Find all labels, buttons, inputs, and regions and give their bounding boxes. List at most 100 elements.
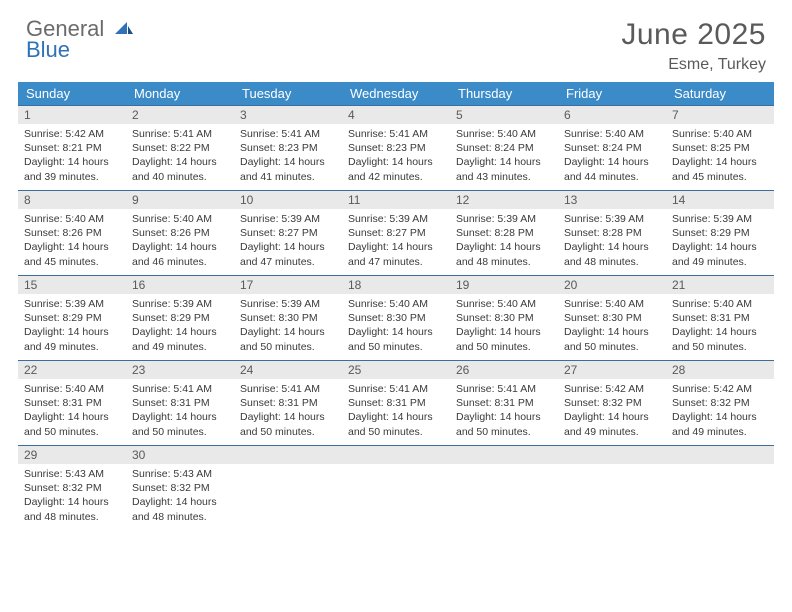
daylight-text-2: and 50 minutes. (240, 425, 336, 439)
day-number: 17 (234, 276, 342, 294)
day-cell: 10Sunrise: 5:39 AMSunset: 8:27 PMDayligh… (234, 191, 342, 275)
sunrise-text: Sunrise: 5:40 AM (24, 212, 120, 226)
day-cell (450, 446, 558, 530)
daylight-text-1: Daylight: 14 hours (348, 325, 444, 339)
weekday-wed: Wednesday (342, 82, 450, 105)
sunset-text: Sunset: 8:28 PM (564, 226, 660, 240)
day-details: Sunrise: 5:39 AMSunset: 8:29 PMDaylight:… (18, 294, 126, 360)
sunrise-text: Sunrise: 5:39 AM (240, 297, 336, 311)
daylight-text-1: Daylight: 14 hours (564, 325, 660, 339)
daylight-text-1: Daylight: 14 hours (240, 155, 336, 169)
calendar-body: 1Sunrise: 5:42 AMSunset: 8:21 PMDaylight… (18, 105, 774, 530)
daylight-text-1: Daylight: 14 hours (564, 155, 660, 169)
day-details (666, 464, 774, 473)
day-details: Sunrise: 5:40 AMSunset: 8:26 PMDaylight:… (18, 209, 126, 275)
weekday-header-row: Sunday Monday Tuesday Wednesday Thursday… (18, 82, 774, 105)
day-number: 2 (126, 106, 234, 124)
day-details: Sunrise: 5:42 AMSunset: 8:32 PMDaylight:… (558, 379, 666, 445)
daylight-text-1: Daylight: 14 hours (456, 410, 552, 424)
day-cell: 11Sunrise: 5:39 AMSunset: 8:27 PMDayligh… (342, 191, 450, 275)
day-details (558, 464, 666, 473)
daylight-text-2: and 43 minutes. (456, 170, 552, 184)
daylight-text-1: Daylight: 14 hours (132, 155, 228, 169)
daylight-text-1: Daylight: 14 hours (240, 410, 336, 424)
sunrise-text: Sunrise: 5:39 AM (564, 212, 660, 226)
day-cell (666, 446, 774, 530)
day-number: 29 (18, 446, 126, 464)
sunrise-text: Sunrise: 5:40 AM (132, 212, 228, 226)
day-number (342, 446, 450, 464)
day-details: Sunrise: 5:40 AMSunset: 8:31 PMDaylight:… (18, 379, 126, 445)
day-number: 3 (234, 106, 342, 124)
daylight-text-2: and 42 minutes. (348, 170, 444, 184)
day-cell: 9Sunrise: 5:40 AMSunset: 8:26 PMDaylight… (126, 191, 234, 275)
daylight-text-1: Daylight: 14 hours (456, 325, 552, 339)
day-details: Sunrise: 5:39 AMSunset: 8:28 PMDaylight:… (450, 209, 558, 275)
daylight-text-1: Daylight: 14 hours (240, 325, 336, 339)
sunset-text: Sunset: 8:24 PM (564, 141, 660, 155)
daylight-text-1: Daylight: 14 hours (24, 410, 120, 424)
day-cell: 23Sunrise: 5:41 AMSunset: 8:31 PMDayligh… (126, 361, 234, 445)
sunrise-text: Sunrise: 5:40 AM (348, 297, 444, 311)
weekday-tue: Tuesday (234, 82, 342, 105)
daylight-text-2: and 48 minutes. (132, 510, 228, 524)
day-details: Sunrise: 5:40 AMSunset: 8:30 PMDaylight:… (558, 294, 666, 360)
day-number: 23 (126, 361, 234, 379)
day-details: Sunrise: 5:41 AMSunset: 8:31 PMDaylight:… (126, 379, 234, 445)
sunrise-text: Sunrise: 5:40 AM (672, 297, 768, 311)
sunset-text: Sunset: 8:21 PM (24, 141, 120, 155)
day-details: Sunrise: 5:42 AMSunset: 8:32 PMDaylight:… (666, 379, 774, 445)
sunset-text: Sunset: 8:26 PM (132, 226, 228, 240)
sunset-text: Sunset: 8:30 PM (564, 311, 660, 325)
day-number: 28 (666, 361, 774, 379)
sunset-text: Sunset: 8:31 PM (348, 396, 444, 410)
day-details: Sunrise: 5:40 AMSunset: 8:24 PMDaylight:… (558, 124, 666, 190)
sunset-text: Sunset: 8:28 PM (456, 226, 552, 240)
day-number: 24 (234, 361, 342, 379)
day-number: 13 (558, 191, 666, 209)
sunset-text: Sunset: 8:30 PM (456, 311, 552, 325)
week-row: 8Sunrise: 5:40 AMSunset: 8:26 PMDaylight… (18, 190, 774, 275)
sunrise-text: Sunrise: 5:40 AM (564, 297, 660, 311)
daylight-text-1: Daylight: 14 hours (672, 155, 768, 169)
day-details: Sunrise: 5:41 AMSunset: 8:31 PMDaylight:… (450, 379, 558, 445)
sunrise-text: Sunrise: 5:40 AM (24, 382, 120, 396)
daylight-text-2: and 44 minutes. (564, 170, 660, 184)
sunset-text: Sunset: 8:32 PM (672, 396, 768, 410)
day-cell: 5Sunrise: 5:40 AMSunset: 8:24 PMDaylight… (450, 106, 558, 190)
day-number: 7 (666, 106, 774, 124)
calendar: Sunday Monday Tuesday Wednesday Thursday… (18, 82, 774, 530)
day-cell: 16Sunrise: 5:39 AMSunset: 8:29 PMDayligh… (126, 276, 234, 360)
daylight-text-1: Daylight: 14 hours (24, 325, 120, 339)
sunrise-text: Sunrise: 5:39 AM (672, 212, 768, 226)
daylight-text-1: Daylight: 14 hours (132, 240, 228, 254)
sunrise-text: Sunrise: 5:42 AM (564, 382, 660, 396)
sunrise-text: Sunrise: 5:40 AM (456, 127, 552, 141)
day-number: 25 (342, 361, 450, 379)
sunrise-text: Sunrise: 5:41 AM (348, 382, 444, 396)
sunset-text: Sunset: 8:31 PM (240, 396, 336, 410)
sunset-text: Sunset: 8:23 PM (240, 141, 336, 155)
sunset-text: Sunset: 8:32 PM (24, 481, 120, 495)
sunrise-text: Sunrise: 5:41 AM (132, 127, 228, 141)
daylight-text-2: and 45 minutes. (24, 255, 120, 269)
sunrise-text: Sunrise: 5:43 AM (24, 467, 120, 481)
daylight-text-2: and 50 minutes. (132, 425, 228, 439)
sunrise-text: Sunrise: 5:39 AM (24, 297, 120, 311)
daylight-text-2: and 46 minutes. (132, 255, 228, 269)
sunset-text: Sunset: 8:29 PM (24, 311, 120, 325)
brand-text: General Blue (26, 18, 133, 61)
day-cell: 13Sunrise: 5:39 AMSunset: 8:28 PMDayligh… (558, 191, 666, 275)
day-cell: 2 Sunrise: 5:41 AMSunset: 8:22 PMDaylight… (126, 106, 234, 190)
day-cell: 3Sunrise: 5:41 AMSunset: 8:23 PMDaylight… (234, 106, 342, 190)
day-cell: 26Sunrise: 5:41 AMSunset: 8:31 PMDayligh… (450, 361, 558, 445)
day-details: Sunrise: 5:40 AMSunset: 8:30 PMDaylight:… (450, 294, 558, 360)
day-number: 22 (18, 361, 126, 379)
sunset-text: Sunset: 8:29 PM (672, 226, 768, 240)
sunrise-text: Sunrise: 5:41 AM (456, 382, 552, 396)
sunrise-text: Sunrise: 5:43 AM (132, 467, 228, 481)
daylight-text-1: Daylight: 14 hours (348, 240, 444, 254)
day-cell: 15Sunrise: 5:39 AMSunset: 8:29 PMDayligh… (18, 276, 126, 360)
day-number (558, 446, 666, 464)
sunset-text: Sunset: 8:22 PM (132, 141, 228, 155)
